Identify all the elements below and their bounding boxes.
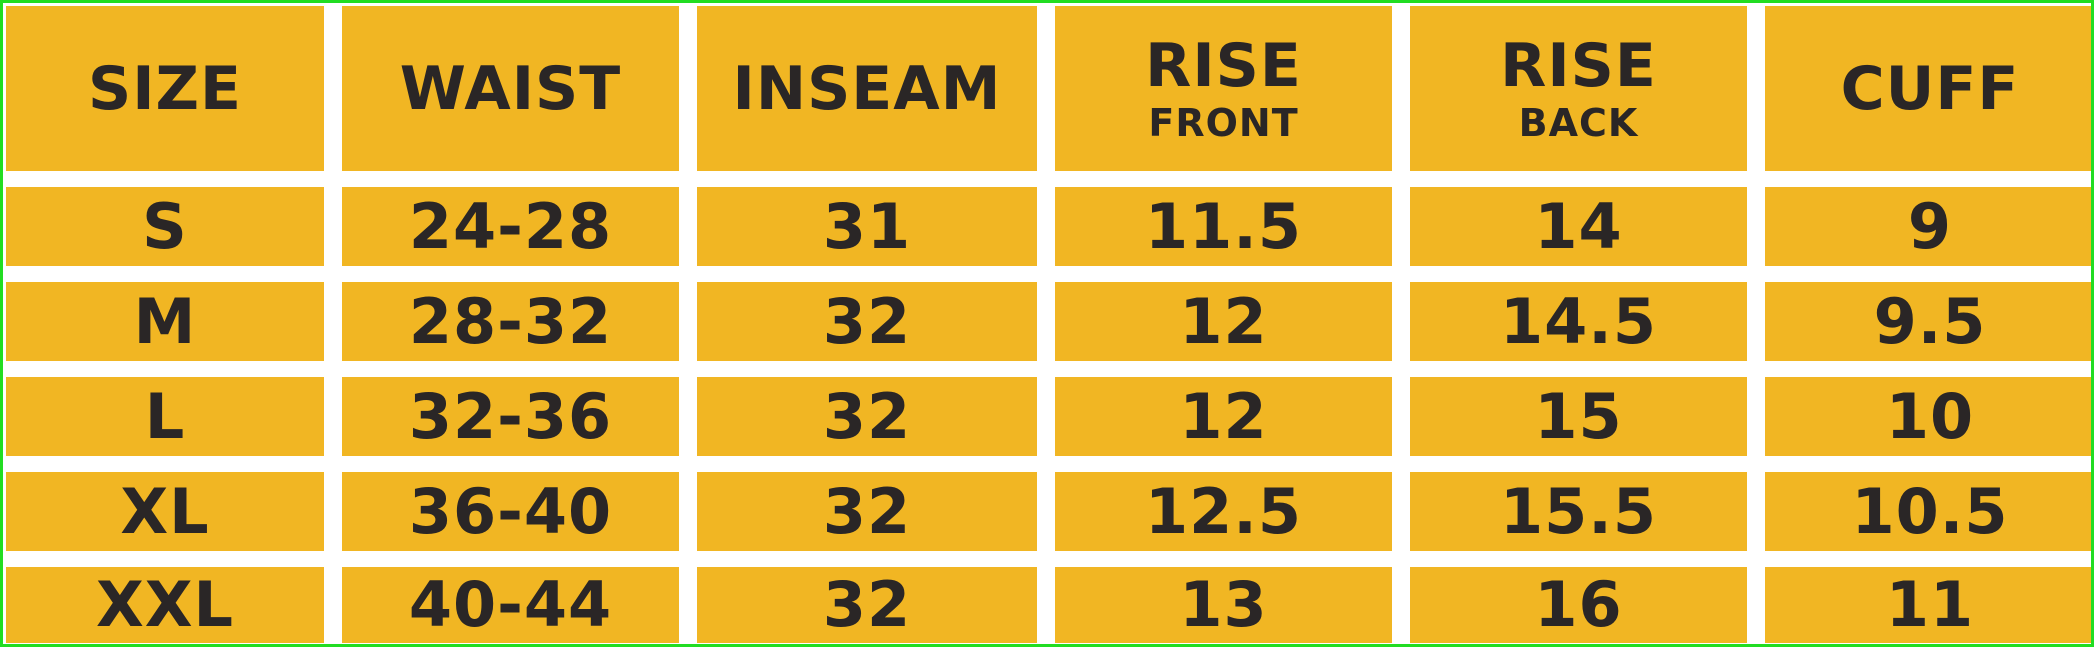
header-waist: WAIST: [342, 6, 679, 171]
cell-waist: 24-28: [342, 187, 679, 266]
header-rise-back: RISE BACK: [1410, 6, 1747, 171]
cell-cuff: 10.5: [1765, 472, 2091, 551]
cell-inseam: 32: [697, 377, 1037, 456]
header-rise-front-label: RISE: [1145, 30, 1302, 101]
cell-rise-back: 15: [1410, 377, 1747, 456]
header-rise-back-sublabel: BACK: [1518, 100, 1639, 145]
header-size-label: SIZE: [87, 53, 243, 124]
cell-size: L: [6, 377, 324, 456]
cell-cuff: 9: [1765, 187, 2091, 266]
cell-rise-back: 15.5: [1410, 472, 1747, 551]
cell-rise-front: 13: [1055, 567, 1392, 643]
cell-inseam: 32: [697, 282, 1037, 361]
cell-inseam: 32: [697, 567, 1037, 643]
cell-waist: 32-36: [342, 377, 679, 456]
cell-size: S: [6, 187, 324, 266]
cell-rise-front: 12: [1055, 377, 1392, 456]
cell-inseam: 31: [697, 187, 1037, 266]
cell-waist: 28-32: [342, 282, 679, 361]
cell-size: XL: [6, 472, 324, 551]
cell-inseam: 32: [697, 472, 1037, 551]
cell-rise-front: 11.5: [1055, 187, 1392, 266]
cell-size: XXL: [6, 567, 324, 643]
cell-rise-back: 14: [1410, 187, 1747, 266]
cell-cuff: 10: [1765, 377, 2091, 456]
cell-waist: 40-44: [342, 567, 679, 643]
header-rise-front-sublabel: FRONT: [1148, 100, 1299, 145]
cell-rise-front: 12: [1055, 282, 1392, 361]
header-size: SIZE: [6, 6, 324, 171]
size-table: SIZE WAIST INSEAM RISE FRONT RISE BACK C…: [6, 6, 2091, 643]
header-waist-label: WAIST: [399, 53, 622, 124]
cell-rise-back: 16: [1410, 567, 1747, 643]
cell-cuff: 11: [1765, 567, 2091, 643]
cell-waist: 36-40: [342, 472, 679, 551]
cell-cuff: 9.5: [1765, 282, 2091, 361]
header-cuff-label: CUFF: [1840, 53, 2020, 124]
header-rise-front: RISE FRONT: [1055, 6, 1392, 171]
cell-size: M: [6, 282, 324, 361]
header-inseam: INSEAM: [697, 6, 1037, 171]
header-rise-back-label: RISE: [1500, 30, 1657, 101]
cell-rise-back: 14.5: [1410, 282, 1747, 361]
header-inseam-label: INSEAM: [732, 53, 1002, 124]
cell-rise-front: 12.5: [1055, 472, 1392, 551]
header-cuff: CUFF: [1765, 6, 2091, 171]
